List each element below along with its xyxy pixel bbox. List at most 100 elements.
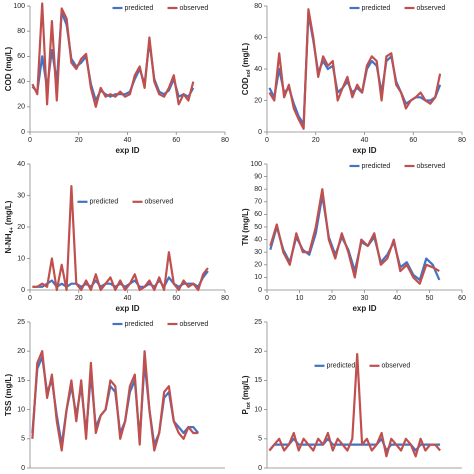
y-tick-label: 60 bbox=[17, 53, 25, 60]
panel: 0 10 20 30 40 0 20 40 60 80 exp ID N-NH4+ (mg/L) pre… bbox=[4, 161, 229, 313]
y-tick-label: 50 bbox=[254, 224, 262, 231]
x-axis-label: exp ID bbox=[352, 304, 376, 313]
y-tick-label: 0 bbox=[21, 287, 25, 294]
series-line bbox=[268, 12, 442, 126]
y-axis-label-part: tot bbox=[246, 402, 252, 409]
y-tick-label: 20 bbox=[17, 348, 25, 355]
y-axis-label-part: COD (mg/L) bbox=[4, 46, 13, 91]
y-tick-label: 30 bbox=[254, 249, 262, 256]
y-tick-label: 0 bbox=[21, 129, 25, 136]
y-tick-label: 40 bbox=[17, 161, 25, 168]
y-tick-label: 0 bbox=[258, 287, 262, 294]
y-tick-label: 5 bbox=[21, 436, 25, 443]
y-axis-label: N-NH4+ (mg/L) bbox=[4, 200, 15, 253]
y-tick-label: 80 bbox=[254, 3, 262, 10]
y-axis-label: Ptot (mg/L) bbox=[241, 375, 252, 414]
y-axis-label-part: sol bbox=[246, 69, 252, 77]
legend-label: predicted bbox=[362, 163, 391, 170]
y-tick-label: 100 bbox=[250, 161, 262, 168]
y-axis-label: TSS (mg/L) bbox=[4, 374, 13, 417]
x-axis-label: exp ID bbox=[352, 146, 376, 155]
y-tick-label: 0 bbox=[21, 465, 25, 472]
y-tick-label: 10 bbox=[254, 406, 262, 413]
y-axis-label: COD (mg/L) bbox=[4, 46, 13, 91]
y-axis-label-part: 4+ bbox=[9, 227, 15, 233]
x-tick-label: 20 bbox=[328, 295, 336, 302]
y-tick-label: 90 bbox=[254, 173, 262, 180]
y-tick-label: 20 bbox=[17, 104, 25, 111]
x-tick-label: 40 bbox=[393, 295, 401, 302]
x-tick-label: 80 bbox=[458, 137, 466, 144]
y-tick-label: 0 bbox=[258, 129, 262, 136]
x-tick-label: 60 bbox=[409, 137, 417, 144]
y-tick-label: 0 bbox=[258, 465, 262, 472]
x-tick-label: 20 bbox=[75, 137, 83, 144]
x-tick-label: 0 bbox=[265, 137, 269, 144]
x-tick-label: 40 bbox=[124, 295, 132, 302]
series-line bbox=[32, 185, 209, 292]
legend-label: observed bbox=[180, 321, 209, 328]
series-line bbox=[269, 188, 440, 285]
y-tick-label: 20 bbox=[254, 262, 262, 269]
y-tick-label: 5 bbox=[258, 436, 262, 443]
y-axis-label-part: TN (mg/L) bbox=[241, 208, 250, 246]
y-tick-label: 30 bbox=[17, 192, 25, 199]
y-axis-label-part: COD bbox=[241, 77, 250, 95]
legend-label: observed bbox=[180, 5, 209, 12]
y-tick-label: 40 bbox=[17, 78, 25, 85]
legend-label: observed bbox=[417, 163, 446, 170]
x-axis-label: exp ID bbox=[115, 304, 139, 313]
legend-label: predicted bbox=[90, 199, 119, 206]
legend-label: predicted bbox=[125, 321, 154, 328]
x-tick-label: 80 bbox=[221, 295, 229, 302]
series-line bbox=[31, 350, 199, 452]
y-tick-label: 40 bbox=[254, 236, 262, 243]
legend-label: observed bbox=[145, 199, 174, 206]
x-tick-label: 60 bbox=[458, 295, 466, 302]
legend-label: observed bbox=[382, 363, 411, 370]
y-axis-label-part: TSS (mg/L) bbox=[4, 374, 13, 417]
x-tick-label: 40 bbox=[361, 137, 369, 144]
y-axis-label-part: P bbox=[241, 409, 250, 415]
series-line bbox=[31, 355, 200, 446]
panel: 0 5 10 15 20 25 TSS (mg/L) predicted observed bbox=[4, 319, 225, 472]
y-tick-label: 70 bbox=[254, 199, 262, 206]
y-tick-label: 10 bbox=[17, 255, 25, 262]
x-tick-label: 60 bbox=[172, 137, 180, 144]
y-tick-label: 60 bbox=[254, 34, 262, 41]
y-tick-label: 25 bbox=[254, 319, 262, 326]
y-tick-label: 20 bbox=[17, 224, 25, 231]
y-tick-label: 20 bbox=[254, 348, 262, 355]
x-tick-label: 80 bbox=[221, 137, 229, 144]
y-axis-label: TN (mg/L) bbox=[241, 208, 250, 246]
legend-label: predicted bbox=[362, 5, 391, 12]
series-line bbox=[268, 353, 441, 458]
y-axis-label-part: (mg/L) bbox=[4, 200, 13, 227]
panel: 0 10 20 30 40 50 60 70 80 90 100 0 10 20 30 40 50 60 exp I… bbox=[241, 161, 466, 313]
y-tick-label: 80 bbox=[17, 28, 25, 35]
y-tick-label: 15 bbox=[17, 377, 25, 384]
y-tick-label: 60 bbox=[254, 211, 262, 218]
x-tick-label: 0 bbox=[28, 295, 32, 302]
y-tick-label: 100 bbox=[13, 3, 25, 10]
y-tick-label: 20 bbox=[254, 97, 262, 104]
legend-label: predicted bbox=[125, 5, 154, 12]
panel: 0 20 40 60 80 0 20 40 60 80 exp ID CODsol (mg/L) pre… bbox=[241, 3, 466, 155]
x-tick-label: 60 bbox=[172, 295, 180, 302]
x-tick-label: 50 bbox=[426, 295, 434, 302]
x-tick-label: 0 bbox=[28, 137, 32, 144]
panel: 0 5 10 15 20 25 Ptot (mg/L) predicted observed bbox=[241, 319, 462, 472]
x-tick-label: 30 bbox=[361, 295, 369, 302]
y-tick-label: 40 bbox=[254, 66, 262, 73]
y-axis-label: CODsol (mg/L) bbox=[241, 42, 252, 95]
y-tick-label: 10 bbox=[17, 406, 25, 413]
panel: 0 20 40 60 80 100 0 20 40 60 80 exp ID COD (mg/L) pre… bbox=[4, 2, 229, 155]
y-tick-label: 10 bbox=[254, 274, 262, 281]
series-line bbox=[32, 270, 209, 288]
legend-label: observed bbox=[417, 5, 446, 12]
x-tick-label: 20 bbox=[312, 137, 320, 144]
y-tick-label: 25 bbox=[17, 319, 25, 326]
y-axis-label-part: N-NH bbox=[4, 233, 13, 253]
x-tick-label: 40 bbox=[124, 137, 132, 144]
